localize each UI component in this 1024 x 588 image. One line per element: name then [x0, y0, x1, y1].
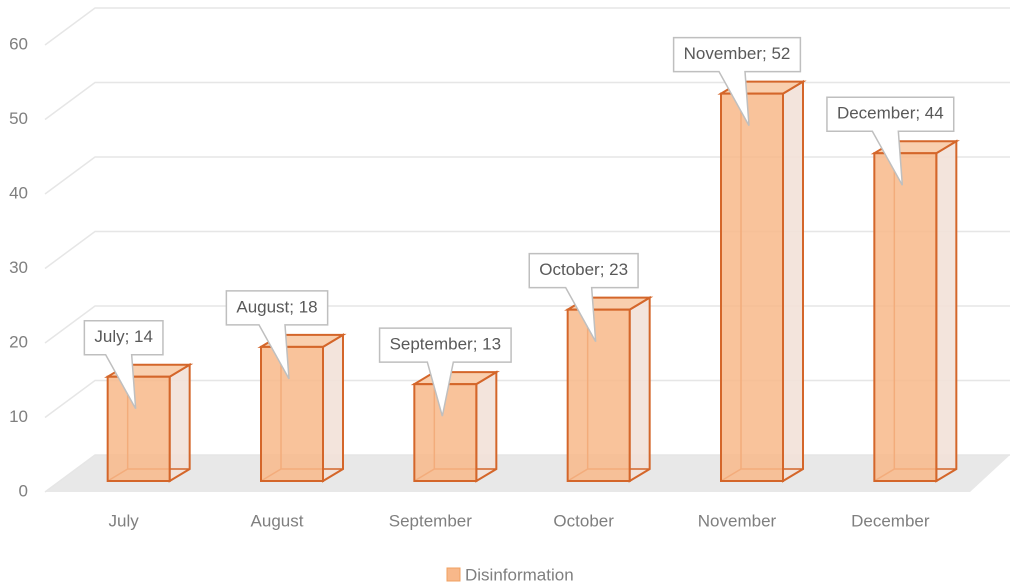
y-tick-label: 30 [9, 258, 28, 277]
x-tick-label: December [851, 511, 930, 530]
x-tick-label: October [553, 511, 614, 530]
x-tick-label: November [698, 511, 777, 530]
grid-line [44, 305, 1010, 344]
callout-box [83, 319, 164, 410]
grid-line [44, 454, 1010, 493]
data-label-text: August; 18 [236, 297, 317, 316]
callout-box [225, 290, 329, 380]
bar-side [628, 295, 651, 483]
data-label: December; 44 [826, 96, 955, 186]
data-label-text: September; 13 [390, 335, 502, 354]
bar [873, 152, 938, 482]
bar-side [168, 362, 191, 483]
callout-box [378, 327, 512, 417]
data-label-text: October; 23 [539, 260, 628, 279]
x-tick-label: August [251, 511, 304, 530]
grid-line [44, 230, 1010, 270]
data-label: November; 52 [672, 36, 802, 126]
data-label-text: December; 44 [837, 104, 944, 123]
legend-swatch [446, 567, 461, 582]
data-label: October; 23 [528, 252, 639, 343]
bar-side [935, 139, 958, 483]
grid-line [44, 379, 1010, 419]
callout-box [672, 36, 802, 126]
legend: Disinformation [446, 565, 574, 584]
grid-line [44, 7, 1010, 46]
y-tick-label: 40 [9, 183, 28, 202]
grid-line [44, 156, 1010, 195]
callout-box [528, 252, 639, 343]
grid-line [44, 81, 1010, 121]
x-tick-label: July [109, 511, 140, 530]
y-tick-label: 50 [9, 109, 28, 128]
data-label-text: November; 52 [684, 44, 791, 63]
y-tick-label: 60 [9, 34, 28, 53]
bar [720, 92, 784, 482]
data-label: August; 18 [225, 290, 329, 380]
bar-side [782, 79, 804, 483]
bar-side [322, 333, 344, 483]
data-label-text: July; 14 [94, 327, 153, 346]
y-tick-label: 0 [19, 481, 28, 500]
legend-label: Disinformation [465, 565, 574, 584]
y-tick-label: 20 [9, 332, 28, 351]
bar [106, 375, 171, 483]
y-tick-label: 10 [9, 407, 28, 426]
data-label: July; 14 [83, 319, 164, 410]
x-tick-label: September [389, 511, 472, 530]
callout-box [826, 96, 955, 186]
bar [260, 345, 324, 482]
bar-side [475, 370, 498, 483]
bar [566, 308, 631, 482]
data-label: September; 13 [378, 327, 512, 417]
